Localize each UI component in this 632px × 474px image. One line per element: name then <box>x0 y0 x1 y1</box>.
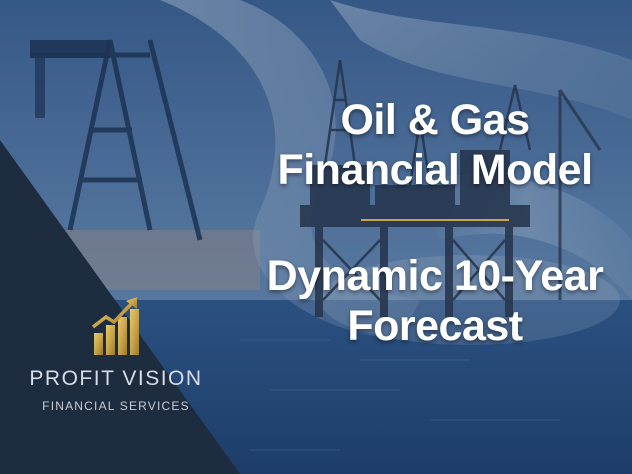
title-line-1: Oil & Gas <box>340 96 530 144</box>
title-block: Oil & Gas Financial Model Dynamic 10-Yea… <box>250 95 620 351</box>
brand-tagline: FINANCIAL SERVICES <box>42 399 190 413</box>
bar-chart-arrow-icon <box>91 297 139 355</box>
title-line-3: Dynamic 10-Year <box>266 252 604 300</box>
logo-panel <box>0 140 240 474</box>
brand-name: PROFIT VISION <box>29 367 203 390</box>
title-line-4: Forecast <box>347 302 523 350</box>
gold-divider <box>361 219 509 221</box>
title-line-2: Financial Model <box>277 146 593 194</box>
company-logo: PROFIT VISION FINANCIAL SERVICES <box>0 295 232 413</box>
